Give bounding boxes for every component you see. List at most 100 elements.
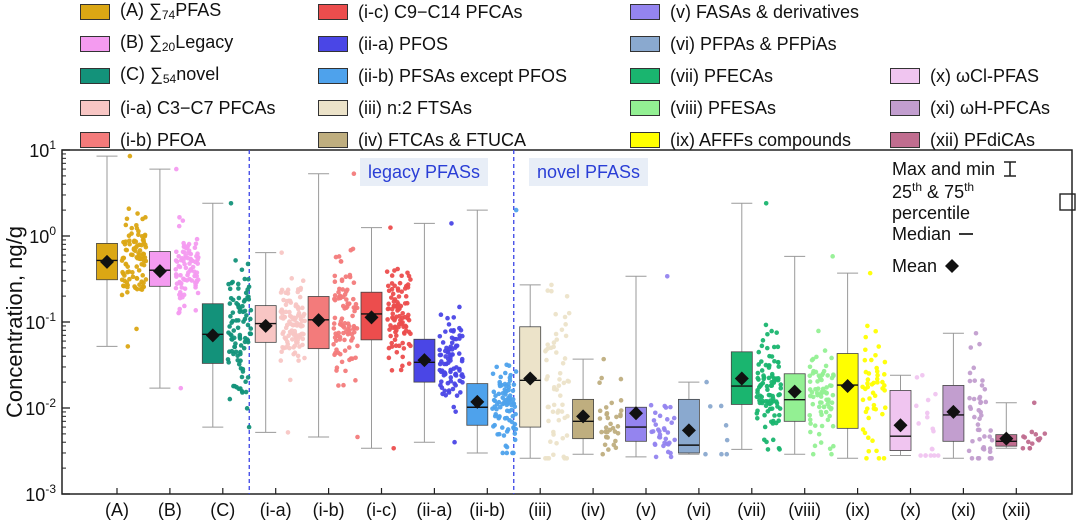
- legend: (A) ∑74PFAS (B) ∑20Legacy (C) ∑54novel (i-a…: [0, 0, 1080, 150]
- data-point: [344, 297, 349, 302]
- data-point: [979, 383, 985, 388]
- data-point: [297, 294, 303, 300]
- data-point: [457, 366, 462, 372]
- data-point: [612, 429, 618, 434]
- data-point: [446, 322, 452, 327]
- x-tick-label: (x): [900, 500, 921, 520]
- data-point: [665, 430, 671, 435]
- data-point: [653, 422, 659, 427]
- data-point: [563, 322, 568, 327]
- data-point: [179, 256, 185, 261]
- x-tick-label: (B): [158, 500, 182, 520]
- data-point: [243, 379, 248, 385]
- data-point: [763, 322, 769, 328]
- mean-diamond-icon: [945, 259, 960, 273]
- data-point: [597, 416, 603, 421]
- data-point: [293, 302, 299, 307]
- key-median-label: Median: [892, 223, 952, 244]
- data-point: [228, 314, 233, 319]
- data-point: [181, 292, 187, 298]
- box-group-ii-b: (ii-b): [466, 207, 519, 520]
- data-point: [245, 294, 250, 300]
- data-point: [122, 273, 127, 278]
- data-point: [287, 319, 292, 324]
- data-point: [453, 336, 459, 342]
- data-point: [766, 392, 772, 398]
- data-point: [342, 348, 348, 353]
- legend-swatch: [630, 132, 660, 148]
- data-point: [180, 218, 186, 223]
- legend-label: (i-c) C9−C14 PFCAs: [358, 2, 523, 22]
- data-point: [810, 401, 816, 407]
- key-p25-sup: th: [912, 180, 923, 194]
- data-point: [618, 398, 624, 403]
- data-point: [122, 242, 128, 247]
- data-point: [351, 323, 357, 329]
- data-point: [724, 437, 730, 443]
- data-point: [493, 393, 498, 399]
- data-point: [234, 318, 239, 323]
- data-point: [763, 399, 769, 404]
- data-point: [935, 453, 941, 458]
- data-point: [337, 294, 342, 300]
- data-point: [136, 232, 141, 238]
- data-point: [395, 288, 401, 293]
- data-point: [1027, 445, 1033, 451]
- data-point: [294, 334, 299, 340]
- data-point: [830, 392, 836, 398]
- data-point: [560, 360, 566, 366]
- mean-marker: [787, 384, 802, 399]
- data-point: [448, 358, 453, 363]
- legend-swatch: [630, 68, 660, 84]
- data-point: [439, 359, 444, 364]
- data-point: [389, 344, 395, 349]
- data-point: [351, 280, 357, 286]
- x-tick-label: (ix): [845, 500, 870, 520]
- data-point: [236, 361, 242, 367]
- data-point: [494, 364, 499, 370]
- data-point: [389, 368, 395, 373]
- data-point: [451, 404, 457, 410]
- data-point: [920, 373, 925, 378]
- legend-label: (C) ∑54novel: [120, 63, 220, 86]
- data-point: [350, 313, 355, 319]
- data-point: [491, 389, 497, 395]
- data-point: [287, 377, 293, 383]
- legend-swatch: [80, 4, 110, 20]
- data-point: [771, 380, 777, 385]
- legend-swatch: [318, 68, 348, 84]
- data-point: [125, 289, 130, 295]
- data-point: [880, 379, 885, 385]
- data-point: [978, 400, 983, 406]
- data-point: [602, 442, 608, 448]
- data-point: [245, 261, 251, 267]
- box-group-viii: (viii): [783, 254, 836, 520]
- data-point: [509, 407, 514, 413]
- box-group-ii-a: (ii-a): [413, 221, 466, 520]
- data-point: [189, 278, 195, 283]
- data-point: [237, 336, 243, 341]
- data-point: [867, 270, 873, 276]
- data-point: [449, 340, 455, 346]
- data-point: [871, 402, 877, 408]
- data-point: [554, 440, 559, 446]
- legend-item-x: (x) ωCl-PFAS: [890, 66, 1039, 86]
- data-point: [807, 373, 813, 379]
- data-point: [124, 216, 130, 222]
- data-point: [561, 454, 567, 460]
- legend-item-i-c: (i-c) C9−C14 PFCAs: [318, 2, 523, 22]
- data-point: [863, 369, 869, 375]
- data-point: [769, 328, 774, 334]
- legend-label: (xi) ωH-PFCAs: [930, 98, 1051, 118]
- legend-label: (A) ∑74PFAS: [120, 0, 222, 22]
- data-point: [403, 328, 409, 333]
- data-point: [813, 387, 818, 392]
- data-point: [236, 386, 242, 392]
- data-point: [551, 340, 557, 345]
- data-point: [490, 371, 496, 377]
- data-point: [810, 451, 816, 457]
- data-point: [443, 329, 448, 334]
- data-point: [977, 416, 982, 422]
- legend-label: (i-a) C3−C7 PFCAs: [120, 98, 276, 118]
- data-point: [880, 411, 885, 417]
